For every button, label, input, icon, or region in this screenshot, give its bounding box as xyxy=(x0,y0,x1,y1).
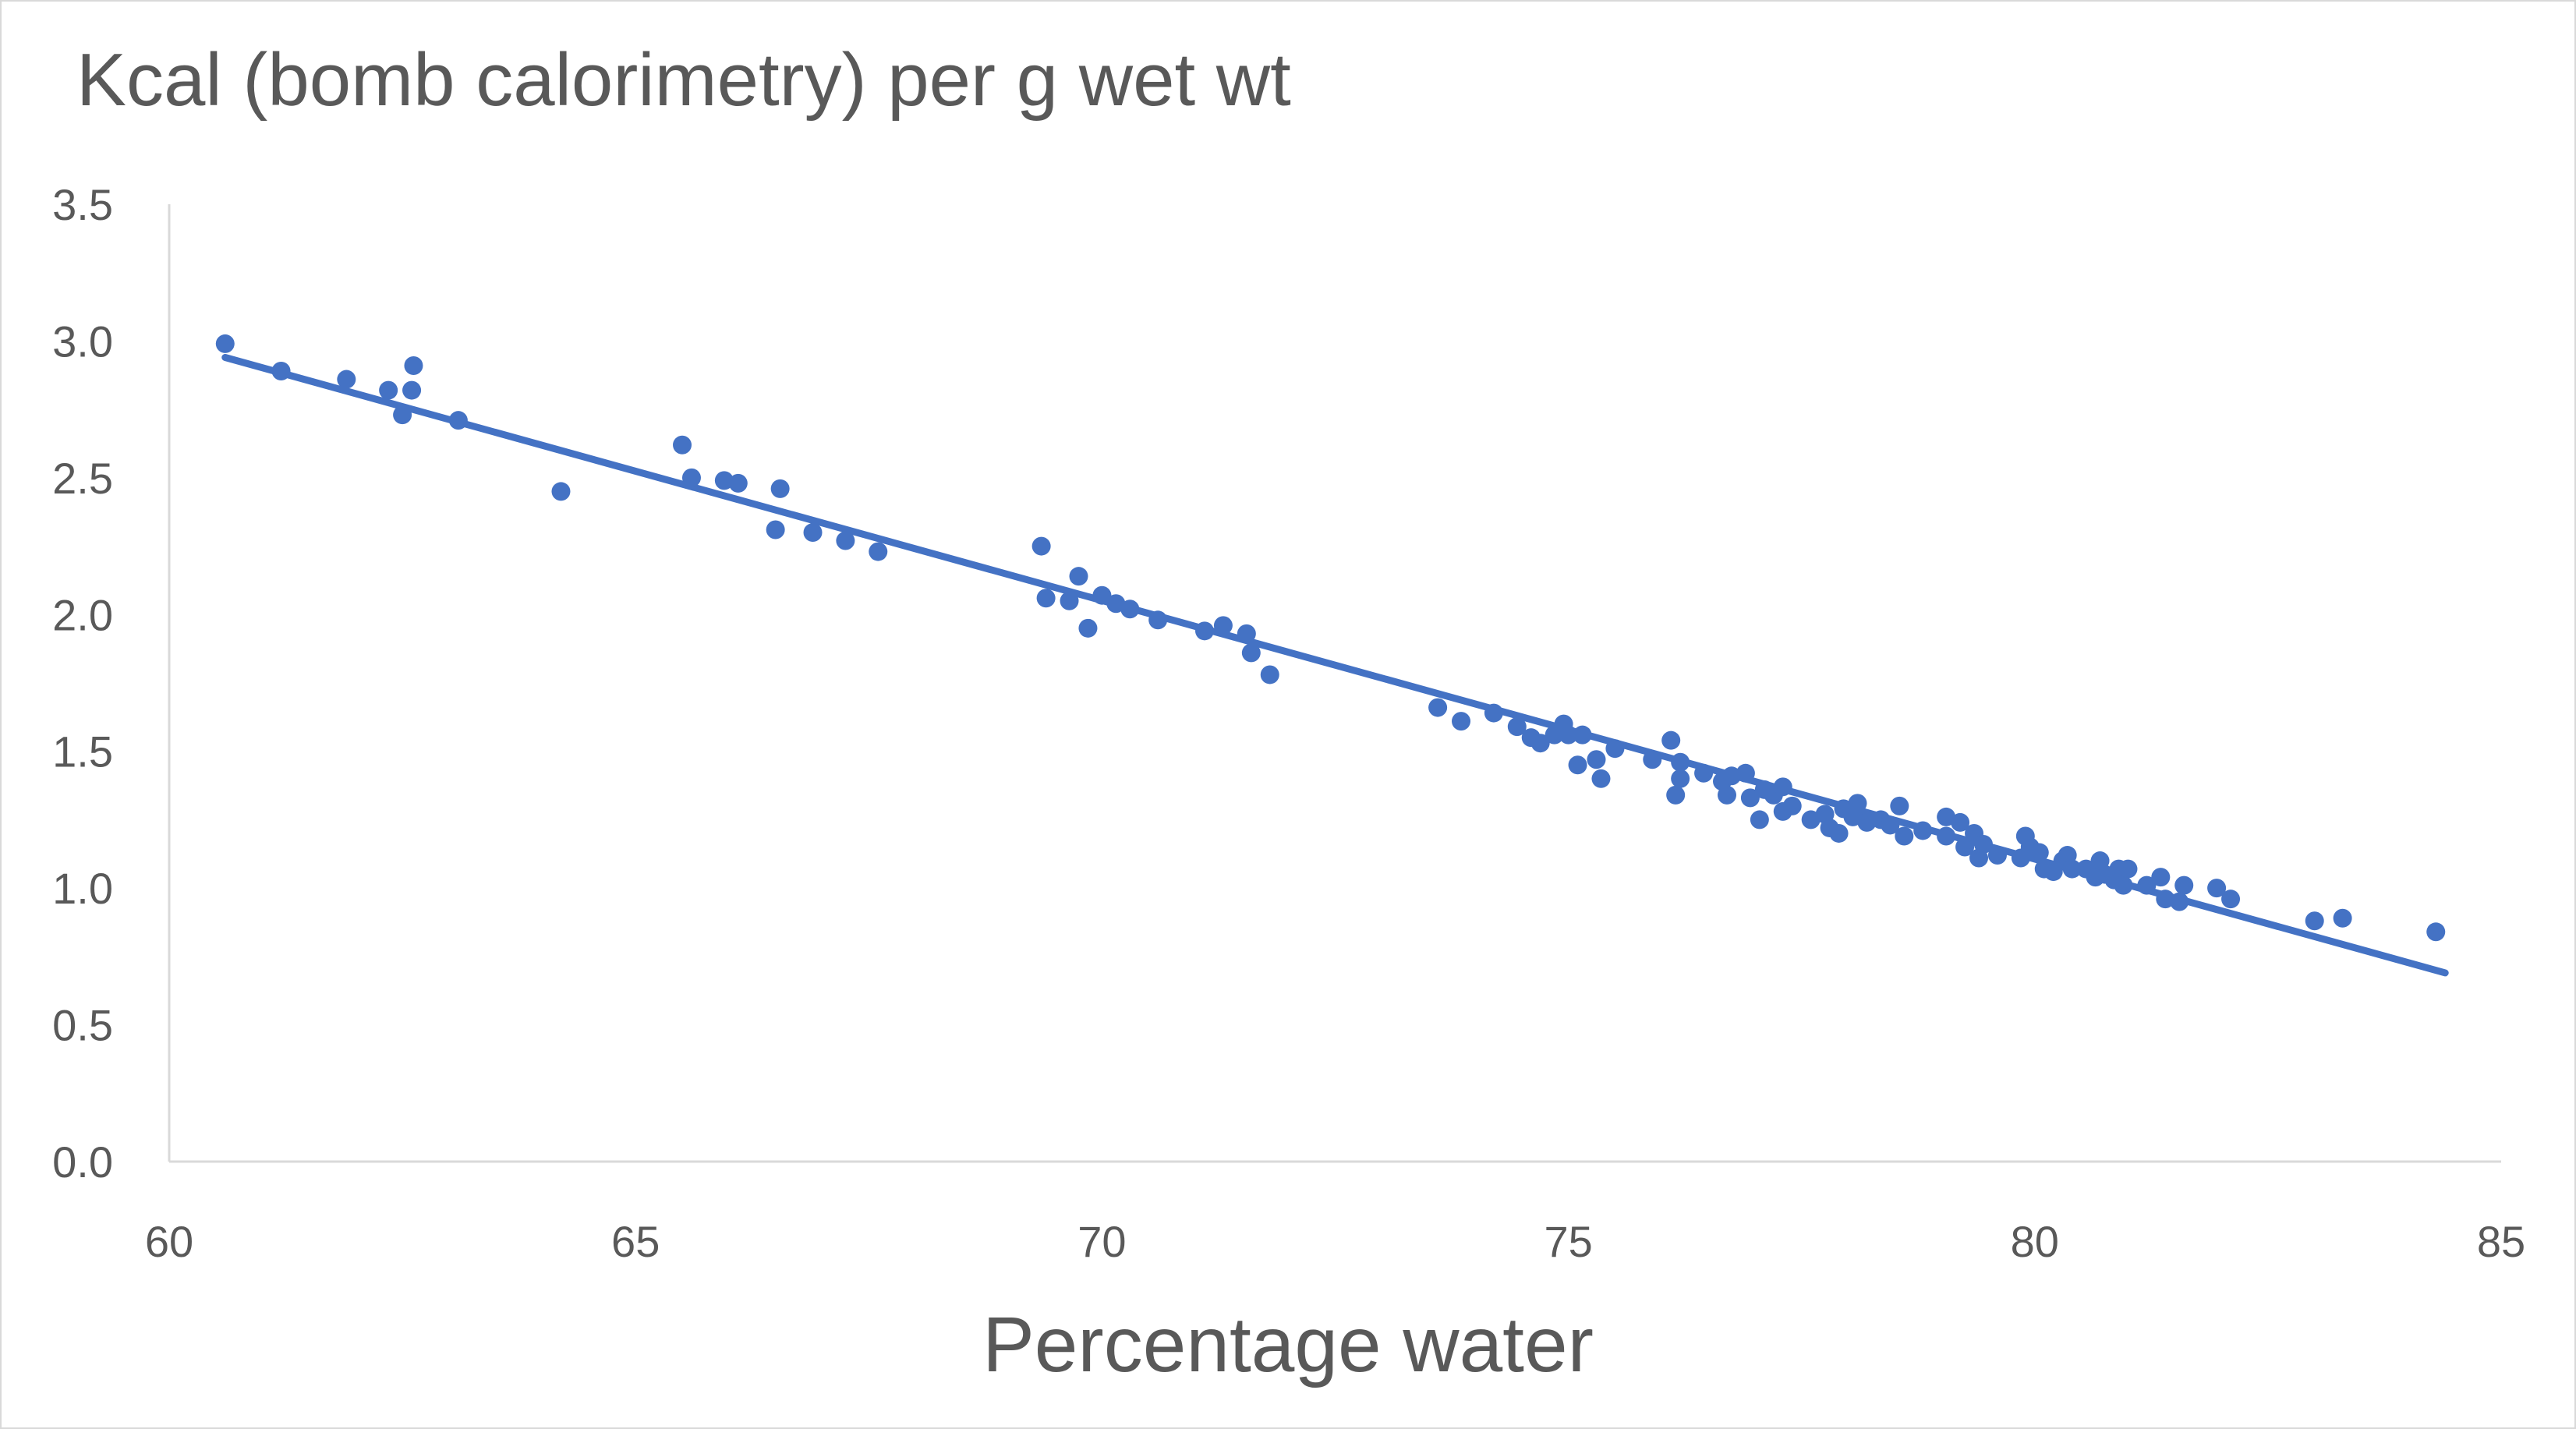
data-point xyxy=(714,471,734,490)
data-point xyxy=(766,520,785,539)
data-point xyxy=(728,473,748,493)
data-point xyxy=(402,380,422,400)
data-point xyxy=(1530,734,1550,753)
data-point xyxy=(1428,698,1448,717)
data-point xyxy=(1237,624,1256,643)
y-tick-label: 3.5 xyxy=(52,180,113,229)
data-point xyxy=(448,411,468,430)
data-point xyxy=(1750,810,1769,829)
data-point xyxy=(1568,755,1587,775)
data-point xyxy=(393,405,412,425)
data-point xyxy=(1913,821,1933,840)
data-point xyxy=(271,362,291,381)
data-point xyxy=(1694,763,1714,783)
data-point xyxy=(2029,843,2049,862)
data-point xyxy=(673,435,692,455)
data-point xyxy=(1736,763,1755,783)
data-point xyxy=(1895,826,1914,846)
data-point xyxy=(2305,911,2324,931)
y-tick-label: 2.5 xyxy=(52,454,113,503)
data-point xyxy=(2207,879,2227,898)
data-point xyxy=(1661,730,1681,750)
x-tick-label: 70 xyxy=(1077,1217,1126,1266)
data-point xyxy=(1881,815,1900,835)
data-point xyxy=(1587,750,1606,769)
data-point xyxy=(1643,750,1662,769)
data-point xyxy=(836,531,855,550)
data-point xyxy=(1559,725,1578,745)
data-point xyxy=(1120,600,1140,619)
data-point xyxy=(337,370,356,389)
data-point xyxy=(1036,589,1056,608)
data-point xyxy=(1721,766,1741,786)
data-point xyxy=(2156,890,2175,909)
data-point xyxy=(1773,777,1792,797)
data-point xyxy=(1890,796,1909,815)
data-point xyxy=(2114,875,2133,895)
y-tick-label: 3.0 xyxy=(52,317,113,366)
y-tick-label: 1.0 xyxy=(52,864,113,913)
data-point xyxy=(1484,703,1503,723)
data-point xyxy=(1857,812,1877,832)
y-tick-label: 0.0 xyxy=(52,1137,113,1187)
data-point xyxy=(1078,618,1098,638)
data-point xyxy=(1848,794,1867,813)
data-point xyxy=(1591,769,1611,788)
data-point xyxy=(803,523,823,543)
data-point xyxy=(869,542,888,561)
data-point xyxy=(1740,788,1760,808)
x-tick-label: 80 xyxy=(2011,1217,2059,1266)
data-point xyxy=(2170,892,2189,911)
data-point xyxy=(1573,725,1592,745)
y-tick-label: 2.0 xyxy=(52,590,113,639)
data-point xyxy=(1605,739,1625,759)
data-point xyxy=(2118,859,2138,879)
data-point xyxy=(1452,712,1471,731)
data-point xyxy=(1213,616,1233,635)
y-tick-label: 1.5 xyxy=(52,727,113,776)
data-point xyxy=(1829,823,1849,843)
x-tick-label: 60 xyxy=(145,1217,193,1266)
y-tick-label: 0.5 xyxy=(52,1001,113,1050)
data-point xyxy=(1507,717,1527,737)
x-tick-label: 65 xyxy=(611,1217,660,1266)
data-point xyxy=(551,482,571,501)
data-point xyxy=(1937,826,1956,846)
data-point xyxy=(1671,769,1690,788)
data-point xyxy=(1951,812,1970,832)
data-point xyxy=(681,468,701,487)
data-point xyxy=(1031,536,1051,556)
data-point xyxy=(215,334,235,353)
data-point xyxy=(2137,875,2157,895)
data-point xyxy=(1260,665,1279,684)
data-point xyxy=(770,479,790,498)
data-point xyxy=(404,356,423,376)
data-point xyxy=(2062,859,2082,879)
data-point xyxy=(1069,567,1088,586)
data-point xyxy=(1987,846,2007,865)
data-point xyxy=(1060,591,1079,610)
data-point xyxy=(1092,585,1112,605)
data-point xyxy=(2151,868,2171,887)
data-point xyxy=(1955,837,1975,857)
data-point xyxy=(2426,922,2446,942)
data-point xyxy=(1671,752,1690,772)
data-point xyxy=(1241,643,1261,663)
data-point xyxy=(1195,621,1215,641)
data-point xyxy=(1148,610,1168,630)
data-point xyxy=(1717,785,1736,805)
x-axis-label: Percentage water xyxy=(982,1301,1594,1388)
data-point xyxy=(2221,890,2241,909)
data-point xyxy=(1973,835,1993,854)
data-point xyxy=(1666,785,1686,805)
x-tick-label: 85 xyxy=(2477,1217,2525,1266)
data-point xyxy=(2333,908,2352,928)
data-point xyxy=(1782,796,1802,815)
x-tick-label: 75 xyxy=(1544,1217,1592,1266)
data-point xyxy=(379,380,398,400)
chart-title: Kcal (bomb calorimetry) per g wet wt xyxy=(76,38,1291,122)
data-point xyxy=(2174,875,2194,895)
